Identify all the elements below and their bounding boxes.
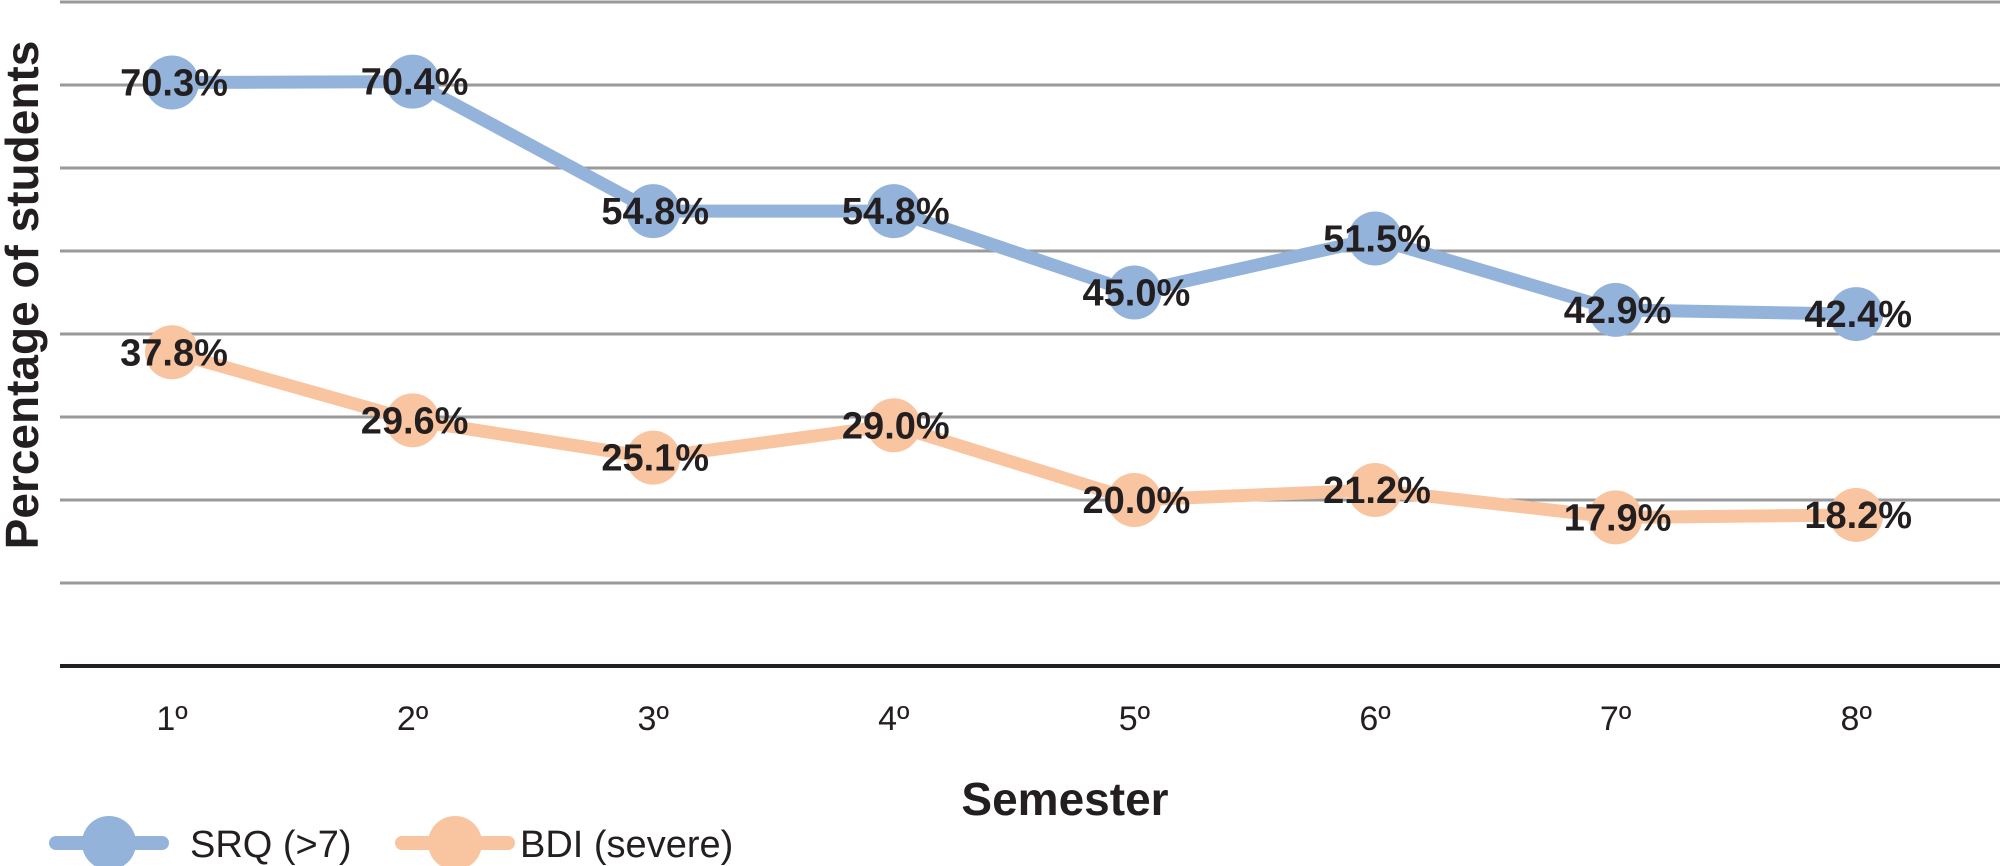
data-point-marker (866, 398, 921, 453)
data-point-marker (1107, 265, 1162, 320)
gridlines (60, 0, 2000, 585)
data-point-marker (1829, 487, 1884, 542)
data-point-marker (1588, 490, 1643, 545)
legend-label-bdi: BDI (severe) (520, 824, 733, 866)
x-tick-label: 4º (878, 700, 909, 738)
data-label: 70.4% (361, 62, 469, 104)
legend-swatch-marker-bdi (428, 816, 482, 866)
data-point-marker (385, 54, 440, 109)
data-label: 20.0% (1083, 480, 1191, 522)
data-label: 29.0% (842, 405, 950, 447)
data-label: 42.4% (1804, 294, 1912, 336)
series-markers (145, 54, 1884, 545)
data-point-marker (145, 55, 199, 110)
data-label: 25.1% (601, 438, 709, 480)
data-point-marker (626, 430, 681, 485)
data-label: 17.9% (1564, 497, 1672, 539)
data-label: 37.8% (120, 332, 228, 374)
data-label: 70.3% (120, 63, 228, 105)
x-tick-label: 1º (156, 700, 187, 738)
x-tick-label: 8º (1841, 700, 1872, 738)
legend-item-bdi: BDI (severe) (395, 816, 733, 866)
data-point-marker (866, 184, 921, 239)
data-label: 21.2% (1323, 470, 1431, 512)
x-tick-labels: 1º 2º 3º 4º 5º 6º 7º 8º (156, 700, 1872, 738)
series-line-0 (165, 75, 1863, 321)
data-label: 51.5% (1323, 219, 1431, 261)
data-label: 54.8% (842, 191, 950, 233)
data-labels: 70.3% 70.4% 54.8% 54.8% 45.0% 51.5% 42.9% 42.4%… (120, 62, 1912, 540)
x-tick-label: 6º (1359, 700, 1390, 738)
legend-label-srq: SRQ (>7) (190, 824, 352, 866)
x-tick-label: 2º (397, 700, 428, 738)
x-tick-label: 3º (638, 700, 669, 738)
series-line-1 (165, 345, 1863, 524)
data-point-marker (385, 393, 440, 448)
data-point-marker (1829, 287, 1884, 342)
legend-swatch-marker-srq (82, 816, 136, 866)
x-axis-title: Semester (961, 773, 1168, 825)
data-label: 45.0% (1083, 273, 1191, 315)
legend-item-srq: SRQ (>7) (49, 816, 352, 866)
data-label: 42.9% (1564, 290, 1672, 332)
series-lines (165, 75, 1863, 524)
data-point-marker (1588, 282, 1643, 337)
data-label: 29.6% (361, 400, 469, 442)
data-point-marker (1107, 473, 1162, 527)
data-label: 18.2% (1804, 495, 1912, 537)
data-point-marker (145, 325, 199, 380)
data-point-marker (626, 184, 681, 239)
data-label: 54.8% (601, 191, 709, 233)
data-point-marker (1348, 211, 1402, 266)
data-point-marker (1348, 463, 1402, 518)
x-tick-label: 7º (1600, 700, 1631, 738)
x-tick-label: 5º (1119, 700, 1150, 738)
y-axis-title: Percentage of students (0, 41, 48, 550)
legend: SRQ (>7) BDI (severe) (49, 816, 733, 866)
